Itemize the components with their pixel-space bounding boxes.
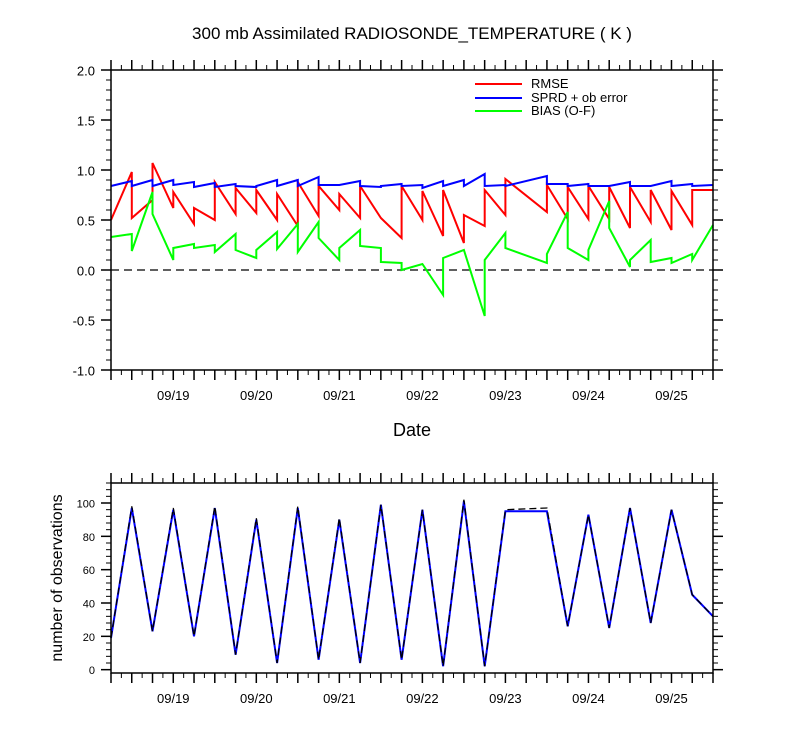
chart-title: 300 mb Assimilated RADIOSONDE_TEMPERATUR… [192,24,632,43]
x-tick-label: 09/24 [572,691,605,706]
y-tick-label: 80 [83,532,95,544]
x-tick-label: 09/21 [323,691,356,706]
legend-label-bias: BIAS (O-F) [531,103,595,118]
legend-label-sprd: SPRD + ob error [531,90,628,105]
y-tick-label: 0.0 [77,264,95,279]
x-tick-label: 09/20 [240,691,273,706]
top-series-layer [110,162,714,317]
y-tick-label: 1.5 [77,114,95,129]
x-tick-label: 09/20 [240,388,273,403]
bottom-chart: 09/19 09/20 09/21 09/22 09/23 09/24 09/25 100 80… [49,473,723,706]
x-axis-label: Date [393,420,431,440]
x-tick-label: 09/19 [157,691,190,706]
x-tick-label: 09/22 [406,691,439,706]
x-tick-label: 09/24 [572,388,605,403]
bottom-plot-frame [110,482,714,674]
x-tick-label: 09/22 [406,388,439,403]
x-tick-label: 09/25 [655,691,688,706]
bottom-series-layer [110,499,714,667]
bottom-axes: 09/19 09/20 09/21 09/22 09/23 09/24 09/25 100 80… [77,473,723,706]
y-axis-label: number of observations [49,494,66,661]
x-tick-label: 09/23 [489,691,522,706]
top-series-sprd-ob-error [110,172,714,190]
y-tick-label: 20 [83,632,95,644]
legend-label-rmse: RMSE [531,76,569,91]
legend: RMSE SPRD + ob error BIAS (O-F) [475,76,628,118]
top-plot-frame [110,69,714,371]
y-tick-label: 1.0 [77,164,95,179]
x-tick-label: 09/19 [157,388,190,403]
y-tick-label: 0.5 [77,214,95,229]
top-chart: 300 mb Assimilated RADIOSONDE_TEMPERATUR… [73,24,723,440]
y-tick-label: 60 [83,565,95,577]
x-tick-label: 09/21 [323,388,356,403]
y-tick-label: -0.5 [73,314,95,329]
top-series-rmse [110,162,713,244]
top-axes: 09/19 09/20 09/21 09/22 09/23 09/24 09/25 2.0 1.… [73,60,723,403]
y-tick-label: 40 [83,599,95,611]
y-tick-label: 0 [89,665,95,677]
y-tick-label: 2.0 [77,64,95,79]
x-tick-label: 09/23 [489,388,522,403]
y-tick-label: -1.0 [73,364,95,379]
x-tick-label: 09/25 [655,388,688,403]
top-series-bias-o-f [110,191,714,317]
y-tick-label: 100 [77,499,95,511]
bottom-series-obs-count-assimilated [110,501,714,667]
